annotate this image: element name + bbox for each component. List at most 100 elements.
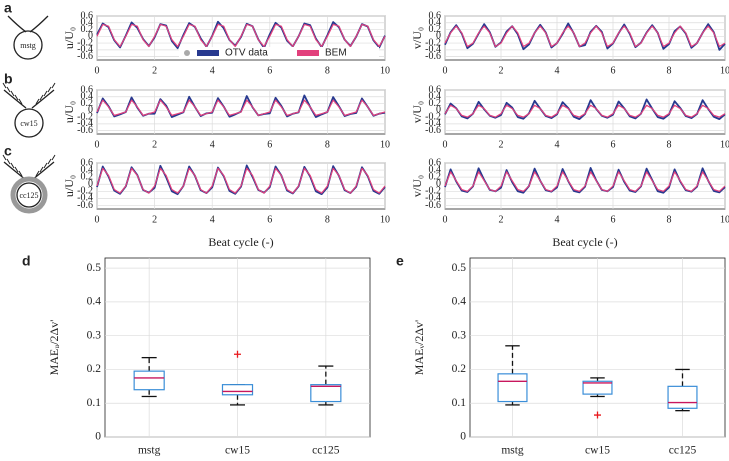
x-tick-label: mstg (501, 445, 524, 457)
y-tick-label: -0.2 (425, 186, 441, 197)
box (497, 373, 528, 403)
y-tick-label: 0.2 (429, 171, 442, 182)
panel-label: d (22, 253, 31, 269)
y-tick-label: 0.2 (429, 98, 442, 109)
x-tick-label: 8 (667, 214, 672, 225)
y-axis-label: v/U₀ (410, 101, 424, 123)
y-tick-label: 0.6 (429, 84, 442, 95)
x-tick-label: 6 (611, 139, 616, 150)
y-tick-label: 0.3 (87, 329, 102, 341)
y-axis-label: v/U₀ (410, 175, 424, 197)
y-tick-label: -0.6 (425, 200, 441, 211)
y-tick-label: -0.6 (77, 125, 93, 136)
y-tick-label: -0.4 (425, 193, 441, 204)
x-tick-label: 2 (499, 65, 504, 76)
x-tick-label: 10 (380, 139, 390, 150)
x-axis-label: Beat cycle (-) (208, 235, 273, 249)
x-tick-label: cw15 (225, 445, 250, 457)
y-tick-label: 0 (436, 31, 441, 42)
panel-label: a (4, 0, 12, 16)
series-line (444, 104, 726, 118)
x-tick-label: 0 (95, 65, 100, 76)
y-tick-label: 0.2 (87, 363, 102, 375)
icon-label: cc125 (19, 191, 38, 200)
y-tick-label: 0 (88, 179, 93, 190)
y-tick-label: 0.4 (429, 91, 442, 102)
x-tick-label: 0 (95, 214, 100, 225)
x-tick-label: 0 (443, 139, 448, 150)
y-tick-label: 0.4 (429, 17, 442, 28)
box (310, 384, 342, 403)
y-axis-label: MAEᵤ/2Δv' (47, 320, 61, 376)
y-tick-label: 0.2 (452, 363, 467, 375)
y-tick-label: -0.6 (425, 125, 441, 136)
y-tick-label: 0 (460, 431, 466, 443)
y-axis-label: MAEᵥ/2Δv' (412, 320, 426, 375)
y-tick-label: -0.2 (77, 111, 93, 122)
x-tick-label: 4 (210, 139, 215, 150)
series-line (96, 23, 386, 48)
y-tick-label: -0.6 (77, 200, 93, 211)
y-tick-label: 0.2 (81, 24, 94, 35)
y-tick-label: -0.6 (77, 51, 93, 62)
x-tick-label: 8 (667, 139, 672, 150)
x-tick-label: 8 (325, 214, 330, 225)
x-tick-label: 2 (152, 214, 157, 225)
series-line (96, 99, 386, 116)
y-tick-label: -0.2 (425, 111, 441, 122)
x-tick-label: 6 (267, 214, 272, 225)
y-tick-label: 0.6 (81, 84, 94, 95)
x-tick-label: mstg (138, 445, 161, 457)
panel-label: b (4, 71, 13, 87)
y-tick-label: -0.2 (77, 186, 93, 197)
y-tick-label: 0.4 (452, 296, 467, 308)
x-tick-label: 4 (210, 214, 215, 225)
outlier (234, 350, 241, 358)
series-line (444, 171, 726, 192)
x-tick-label: 10 (380, 214, 390, 225)
y-tick-label: 0.1 (452, 397, 467, 409)
box (667, 385, 698, 409)
y-tick-label: 0.5 (452, 262, 467, 274)
series-line (444, 25, 726, 48)
legend-marker (184, 50, 190, 56)
y-axis-label: v/U₀ (410, 27, 424, 49)
x-tick-label: 2 (499, 139, 504, 150)
x-tick-label: 6 (611, 65, 616, 76)
y-tick-label: 0.2 (81, 171, 94, 182)
x-tick-label: 4 (555, 65, 560, 76)
x-tick-label: 10 (720, 214, 729, 225)
x-tick-label: 4 (555, 139, 560, 150)
y-tick-label: 0.4 (81, 17, 94, 28)
legend-label: OTV data (225, 48, 268, 59)
x-tick-label: 6 (267, 65, 272, 76)
x-tick-label: 0 (443, 214, 448, 225)
icon-mstg (7, 15, 49, 60)
box (582, 380, 613, 395)
icon-label: cw15 (20, 119, 37, 128)
y-tick-label: 0.1 (87, 397, 102, 409)
y-tick-label: 0.6 (81, 157, 94, 168)
legend-swatch (297, 50, 319, 56)
y-tick-label: -0.6 (425, 51, 441, 62)
y-tick-label: 0 (436, 105, 441, 116)
x-tick-label: 10 (380, 65, 390, 76)
y-tick-label: -0.4 (425, 118, 441, 129)
panel-label: e (396, 253, 404, 269)
x-tick-label: cc125 (312, 445, 340, 457)
y-tick-label: 0.4 (429, 164, 442, 175)
y-tick-label: -0.4 (77, 44, 93, 55)
outlier (594, 411, 601, 419)
y-tick-label: 0 (88, 105, 93, 116)
y-tick-label: 0.2 (429, 24, 442, 35)
x-tick-label: 2 (152, 65, 157, 76)
y-axis-label: u/U₀ (62, 101, 76, 123)
y-tick-label: 0.6 (429, 157, 442, 168)
x-tick-label: 10 (720, 139, 729, 150)
y-tick-label: -0.4 (77, 193, 93, 204)
x-tick-label: 2 (499, 214, 504, 225)
x-tick-label: 10 (720, 65, 729, 76)
legend-label: BEM (325, 48, 347, 59)
y-tick-label: 0 (88, 31, 93, 42)
